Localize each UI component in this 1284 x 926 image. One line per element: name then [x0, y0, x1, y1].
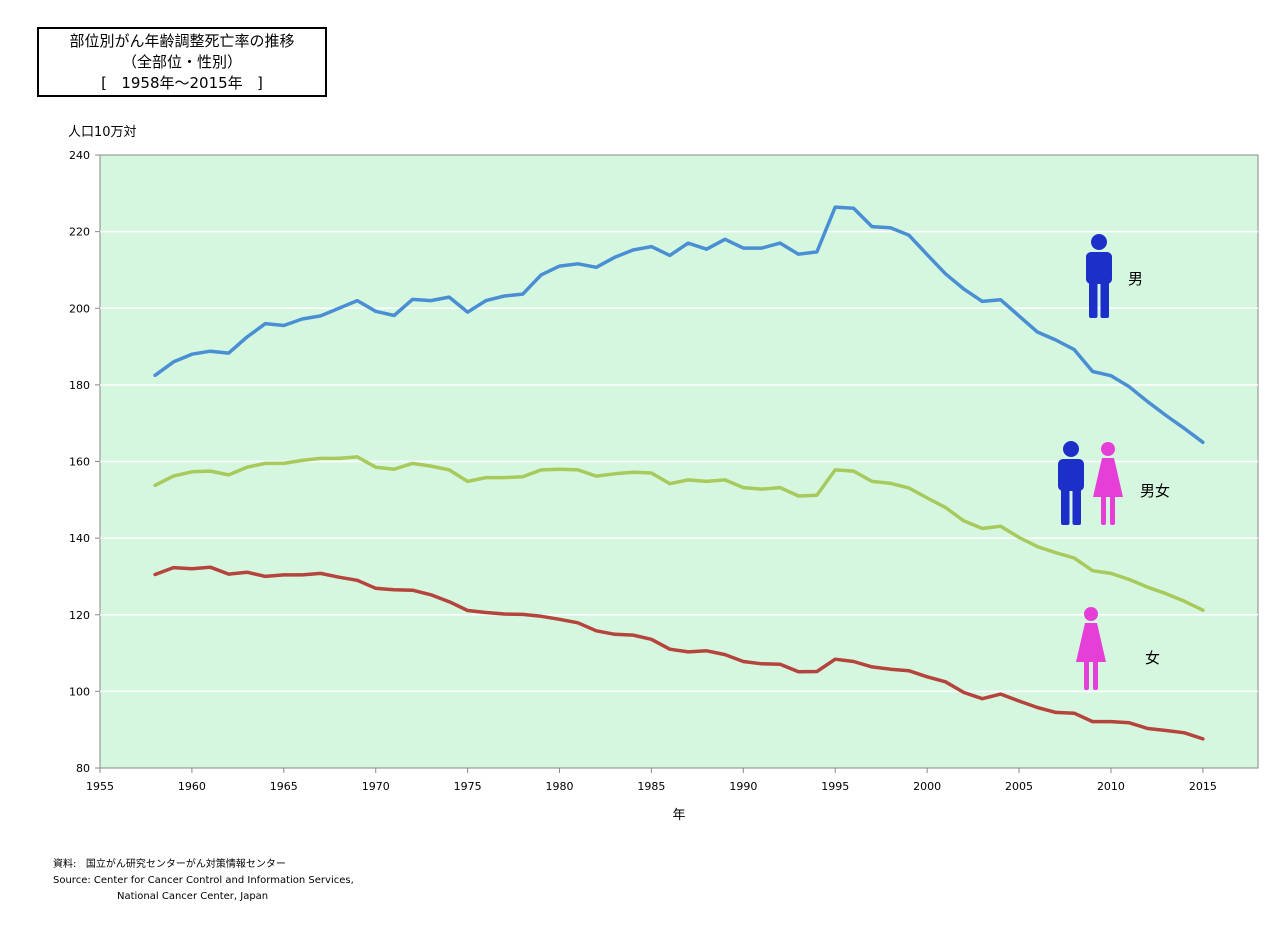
- x-tick-label: 2000: [913, 780, 941, 793]
- y-tick-label: 140: [69, 532, 90, 545]
- y-axis-ticks: 80 100 120 140 160 180 200 220 240: [69, 149, 100, 775]
- series-line-1: [153, 455, 1205, 612]
- series-lines: [153, 205, 1205, 741]
- x-tick-label: 1980: [546, 780, 574, 793]
- y-tick-label: 220: [69, 226, 90, 239]
- y-tick-label: 180: [69, 379, 90, 392]
- source-en-line1: Source: Center for Cancer Control and In…: [53, 875, 354, 886]
- x-tick-label: 1970: [362, 780, 390, 793]
- chart-subtitle: （全部位・性別）: [121, 52, 242, 71]
- x-tick-label: 1985: [637, 780, 665, 793]
- x-axis-ticks: 1955 1960 1965 1970 1975 1980 1985 1990 1995 2000…: [86, 768, 1217, 793]
- y-tick-label: 200: [69, 302, 90, 315]
- x-tick-label: 1965: [270, 780, 298, 793]
- x-tick-label: 1960: [178, 780, 206, 793]
- x-tick-label: 1995: [821, 780, 849, 793]
- x-tick-label: 2010: [1097, 780, 1125, 793]
- x-tick-label: 1975: [454, 780, 482, 793]
- x-tick-label: 1955: [86, 780, 114, 793]
- y-tick-label: 120: [69, 609, 90, 622]
- female-legend: 女: [1076, 607, 1160, 690]
- series-line-0: [153, 205, 1205, 445]
- x-tick-label: 2015: [1189, 780, 1217, 793]
- y-tick-label: 240: [69, 149, 90, 162]
- x-axis-label: 年: [672, 808, 685, 823]
- source-jp: 資料: 国立がん研究センターがん対策情報センター: [53, 859, 286, 870]
- x-tick-label: 2005: [1005, 780, 1033, 793]
- series-line-2: [153, 565, 1205, 741]
- y-tick-label: 80: [76, 762, 90, 775]
- source-en-line2: National Cancer Center, Japan: [117, 891, 269, 902]
- male-legend: 男: [1086, 234, 1143, 318]
- y-axis-label: 人口10万対: [68, 125, 137, 140]
- chart-title: 部位別がん年齢調整死亡率の推移: [69, 31, 295, 50]
- x-tick-label: 1990: [729, 780, 757, 793]
- chart-title-box: 部位別がん年齢調整死亡率の推移 （全部位・性別） [ 1958年～2015年 ]: [37, 27, 327, 97]
- y-tick-label: 100: [69, 685, 90, 698]
- y-tick-label: 160: [69, 456, 90, 469]
- series-label-female: 女: [1145, 649, 1160, 667]
- series-label-both: 男女: [1140, 482, 1170, 500]
- chart-period: [ 1958年～2015年 ]: [101, 73, 263, 92]
- series-label-male: 男: [1128, 270, 1143, 288]
- both-legend: 男女: [1058, 441, 1170, 525]
